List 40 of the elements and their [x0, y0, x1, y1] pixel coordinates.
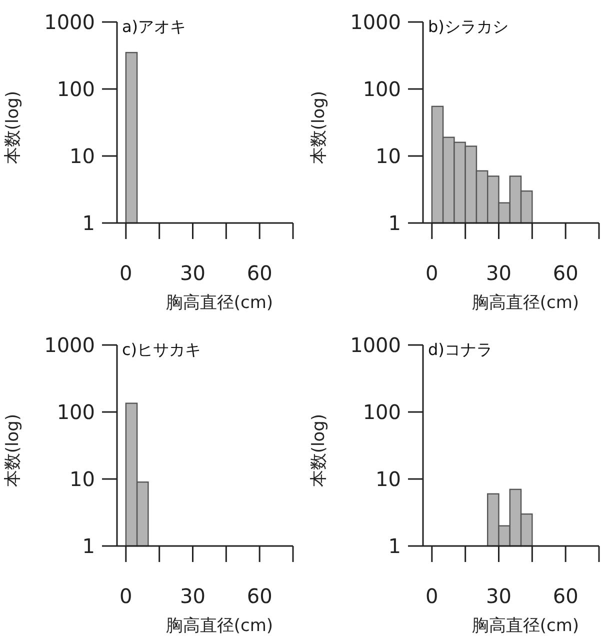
- y-tick-label: 10: [70, 144, 95, 168]
- y-tick-label: 10: [376, 144, 401, 168]
- x-tick-label: 30: [180, 261, 206, 285]
- x-tick-label: 60: [246, 261, 272, 285]
- y-tick-label: 1000: [44, 333, 95, 357]
- y-tick-label: 100: [362, 400, 401, 424]
- x-axis-title: 胸高直径(cm): [472, 293, 580, 313]
- y-tick-label: 1000: [350, 10, 401, 34]
- chart-title: a)アオキ: [122, 17, 186, 36]
- y-tick-label: 1000: [350, 333, 401, 357]
- y-axis-title: 本数(log): [3, 414, 23, 488]
- x-tick-label: 60: [552, 584, 578, 608]
- x-tick-label: 30: [486, 261, 512, 285]
- y-axis-title: 本数(log): [309, 90, 329, 164]
- y-tick-label: 100: [56, 400, 95, 424]
- y-tick-label: 100: [56, 77, 95, 101]
- chart-title: c)ヒサカキ: [122, 340, 202, 359]
- x-tick-label: 0: [426, 584, 438, 608]
- chart-title: b)シラカシ: [428, 17, 508, 36]
- y-tick-label: 1: [82, 211, 95, 235]
- x-tick-label: 0: [426, 261, 438, 285]
- y-tick-label: 1: [388, 211, 401, 235]
- x-axis-title: 胸高直径(cm): [472, 616, 580, 636]
- x-tick-label: 60: [552, 261, 578, 285]
- x-axis-title: 胸高直径(cm): [166, 616, 274, 636]
- y-axis-title: 本数(log): [3, 90, 23, 164]
- y-tick-label: 10: [70, 467, 95, 491]
- x-tick-label: 30: [486, 584, 512, 608]
- x-tick-label: 0: [120, 261, 132, 285]
- y-tick-label: 10: [376, 467, 401, 491]
- x-tick-label: 60: [246, 584, 272, 608]
- y-axis-title: 本数(log): [309, 414, 329, 488]
- chart-title: d)コナラ: [428, 340, 492, 359]
- x-tick-label: 30: [180, 584, 206, 608]
- y-tick-label: 1: [388, 534, 401, 558]
- y-tick-label: 1000: [44, 10, 95, 34]
- x-tick-label: 0: [120, 584, 132, 608]
- y-tick-label: 100: [362, 77, 401, 101]
- y-tick-label: 1: [82, 534, 95, 558]
- x-axis-title: 胸高直径(cm): [166, 293, 274, 313]
